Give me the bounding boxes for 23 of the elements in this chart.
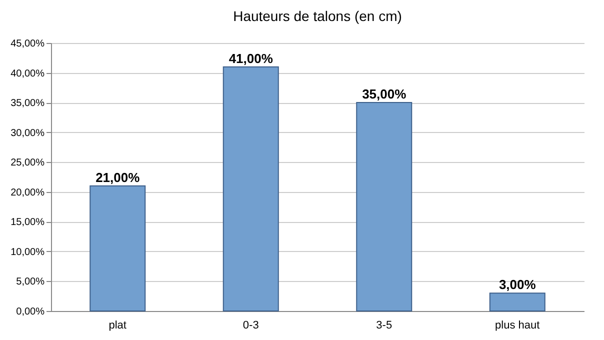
data-label: 41,00%	[228, 50, 274, 66]
y-tick-label: 40,00%	[10, 68, 45, 80]
y-tick-label: 10,00%	[10, 246, 45, 258]
y-tick-label: 15,00%	[10, 217, 45, 228]
chart-title: Hauteurs de talons (en cm)	[233, 8, 402, 24]
bar	[356, 102, 412, 312]
data-label: 35,00%	[362, 86, 407, 102]
bar	[489, 292, 546, 312]
bar	[90, 185, 146, 312]
bar	[222, 66, 279, 312]
data-label: 3,00%	[498, 277, 536, 292]
y-tick-label: 20,00%	[10, 187, 45, 198]
y-tick-label: 0,00%	[16, 306, 45, 318]
x-tick-label: 3-5	[376, 320, 392, 332]
x-tick-label: plat	[108, 320, 126, 332]
y-tick-label: 30,00%	[10, 128, 45, 139]
y-tick-label: 25,00%	[10, 158, 45, 169]
y-tick-label: 35,00%	[10, 98, 45, 110]
y-tick-label: 45,00%	[10, 38, 45, 50]
data-label: 21,00%	[96, 170, 140, 185]
x-tick-label: plus haut	[495, 320, 540, 332]
y-tick-label: 5,00%	[16, 276, 45, 288]
x-tick-label: 0-3	[242, 320, 259, 332]
